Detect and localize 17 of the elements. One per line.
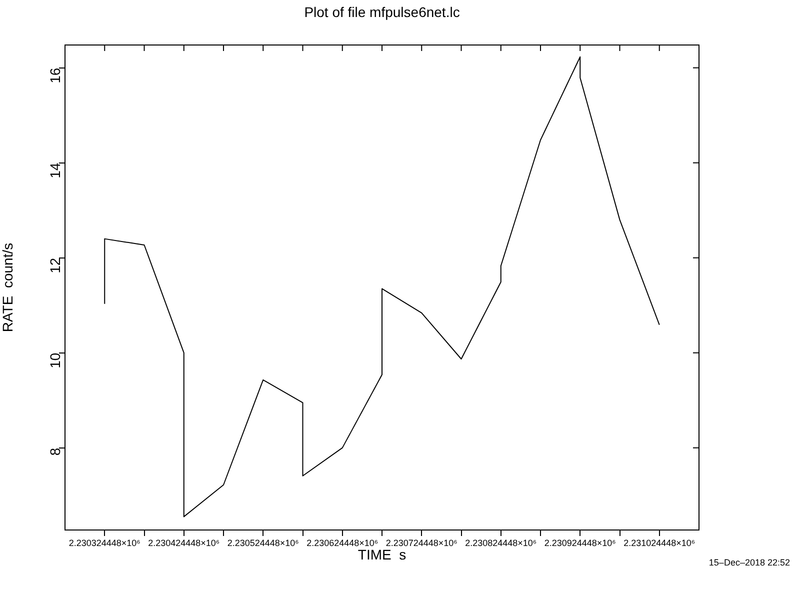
x-axis-title: TIME s xyxy=(358,546,406,562)
y-axis-title: RATE count/s xyxy=(0,242,16,332)
x-tick-label: 2.230524448×10⁶ xyxy=(227,538,300,548)
x-tick-label: 2.230324448×10⁶ xyxy=(68,538,141,548)
y-tick-label: 14 xyxy=(46,162,63,178)
x-tick-label: 2.230824448×10⁶ xyxy=(465,538,537,548)
text: 15–Dec–2018 22:52 xyxy=(708,557,790,568)
x-tick-label: 2.230724448×10⁶ xyxy=(386,538,458,548)
x-tick-label: 2.230924448×10⁶ xyxy=(544,538,616,548)
y-tick-label: 10 xyxy=(46,352,63,368)
chart-title: Plot of file mfpulse6net.lc xyxy=(304,4,460,20)
y-tick-label: 16 xyxy=(46,68,63,84)
x-tick-label: 2.231024448×10⁶ xyxy=(624,538,696,548)
x-tick-label: 2.230624448×10⁶ xyxy=(306,538,378,548)
y-tick-label: 8 xyxy=(46,448,63,456)
y-tick-label: 12 xyxy=(46,258,63,274)
x-tick-label: 2.230424448×10⁶ xyxy=(148,538,220,548)
